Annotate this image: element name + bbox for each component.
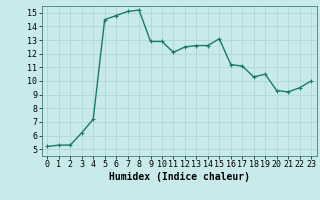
X-axis label: Humidex (Indice chaleur): Humidex (Indice chaleur) — [109, 172, 250, 182]
